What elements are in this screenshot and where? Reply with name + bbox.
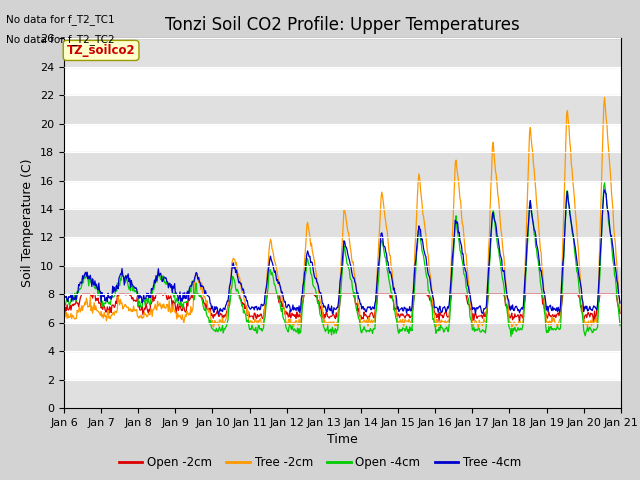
- Open -4cm: [616, 323, 624, 329]
- Tree -2cm: [184, 311, 191, 316]
- Open -2cm: [410, 293, 418, 299]
- Open -2cm: [214, 310, 221, 316]
- Bar: [64, 266, 621, 294]
- Open -2cm: [128, 296, 136, 302]
- Tree -2cm: [410, 280, 417, 286]
- Tree -2cm: [127, 309, 135, 314]
- Open -4cm: [184, 298, 191, 303]
- Bar: [64, 95, 621, 124]
- Open -4cm: [213, 328, 221, 334]
- Open -2cm: [185, 294, 193, 300]
- Line: Tree -4cm: Tree -4cm: [64, 190, 620, 314]
- Tree -2cm: [213, 319, 221, 325]
- Open -2cm: [60, 308, 68, 313]
- Open -4cm: [127, 281, 135, 287]
- Tree -2cm: [426, 270, 434, 276]
- Open -4cm: [70, 295, 78, 301]
- Open -2cm: [427, 295, 435, 300]
- Bar: [64, 38, 621, 67]
- X-axis label: Time: Time: [327, 433, 358, 446]
- Open -4cm: [410, 301, 417, 307]
- Tree -4cm: [427, 281, 435, 287]
- Tree -4cm: [213, 305, 221, 311]
- Bar: [64, 323, 621, 351]
- Open -4cm: [60, 299, 68, 304]
- Bar: [64, 209, 621, 238]
- Open -2cm: [516, 319, 524, 325]
- Text: No data for f_T2_TC2: No data for f_T2_TC2: [6, 34, 115, 45]
- Open -2cm: [70, 301, 78, 307]
- Title: Tonzi Soil CO2 Profile: Upper Temperatures: Tonzi Soil CO2 Profile: Upper Temperatur…: [165, 16, 520, 34]
- Tree -4cm: [60, 298, 68, 303]
- Tree -4cm: [601, 187, 609, 193]
- Bar: [64, 380, 621, 408]
- Text: TZ_soilco2: TZ_soilco2: [67, 44, 136, 57]
- Tree -4cm: [127, 278, 135, 284]
- Bar: [64, 152, 621, 180]
- Tree -4cm: [616, 300, 624, 306]
- Open -2cm: [78, 291, 86, 297]
- Tree -2cm: [616, 306, 624, 312]
- Open -4cm: [601, 180, 609, 186]
- Tree -4cm: [70, 295, 78, 301]
- Tree -2cm: [601, 95, 609, 100]
- Open -4cm: [426, 293, 434, 299]
- Line: Open -2cm: Open -2cm: [64, 294, 620, 322]
- Tree -4cm: [184, 288, 191, 294]
- Tree -4cm: [410, 272, 418, 277]
- Open -4cm: [507, 334, 515, 339]
- Tree -2cm: [60, 313, 68, 319]
- Line: Open -4cm: Open -4cm: [64, 183, 620, 336]
- Line: Tree -2cm: Tree -2cm: [64, 97, 620, 329]
- Open -2cm: [616, 311, 624, 316]
- Y-axis label: Soil Temperature (C): Soil Temperature (C): [22, 159, 35, 288]
- Tree -4cm: [215, 312, 223, 317]
- Text: No data for f_T2_TC1: No data for f_T2_TC1: [6, 14, 115, 25]
- Legend: Open -2cm, Tree -2cm, Open -4cm, Tree -4cm: Open -2cm, Tree -2cm, Open -4cm, Tree -4…: [114, 452, 526, 474]
- Tree -2cm: [70, 315, 78, 321]
- Tree -2cm: [475, 326, 483, 332]
